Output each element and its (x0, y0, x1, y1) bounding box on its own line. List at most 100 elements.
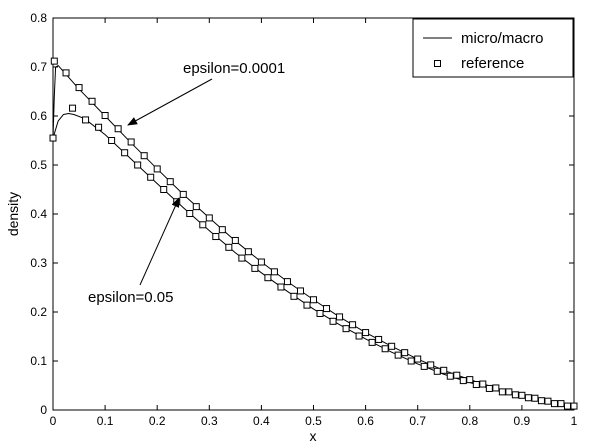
reference-point (407, 357, 415, 365)
x-tick-label: 0.3 (201, 414, 218, 428)
reference-point (310, 296, 317, 304)
reference-point (251, 264, 259, 272)
y-tick-label: 0.6 (30, 109, 47, 123)
reference-point (472, 381, 480, 389)
reference-point (277, 283, 285, 291)
reference-point (257, 258, 265, 266)
legend-label-micro-macro: micro/macro (461, 30, 544, 47)
reference-point (323, 305, 331, 313)
x-axis-label: x (310, 428, 317, 444)
reference-point (557, 400, 565, 408)
reference-point (225, 243, 233, 251)
reference-point (134, 161, 142, 169)
plot-frame (52, 17, 575, 411)
reference-point (446, 372, 454, 380)
reference-point (153, 165, 161, 173)
reference-point (212, 233, 220, 241)
reference-point (205, 214, 213, 222)
reference-point (550, 400, 558, 408)
reference-point (563, 402, 571, 410)
reference-point (199, 221, 207, 229)
reference-point (238, 254, 246, 262)
reference-point (127, 138, 135, 146)
reference-point (140, 152, 148, 160)
reference-point (427, 361, 435, 369)
reference-point (296, 287, 304, 295)
x-tick-label: 0.6 (357, 414, 374, 428)
tick-labels: 0 0.1 0.2 0.3 0.4 0.5 0.6 0.7 0.8 0.9 1 0 0.1 0.2 0.3 0… (30, 11, 577, 428)
legend-square-marker (434, 60, 441, 67)
reference-point (186, 210, 194, 218)
reference-point (492, 384, 500, 392)
reference-point (336, 313, 344, 321)
reference-point (420, 362, 428, 370)
y-tick-label: 0.4 (30, 207, 47, 221)
reference-point (270, 268, 278, 276)
reference-point (459, 377, 467, 385)
reference-point (505, 388, 513, 396)
reference-point (101, 112, 109, 120)
reference-point (166, 178, 174, 186)
annotation-epsilon-0.0001: epsilon=0.0001 (183, 60, 285, 77)
y-tick-label: 0.5 (30, 158, 47, 172)
reference-point (303, 301, 311, 309)
reference-point (479, 380, 487, 388)
annotation-arrow-epsilon-0.05 (139, 197, 180, 286)
reference-point (121, 149, 129, 157)
x-tick-label: 0.5 (305, 414, 322, 428)
x-tick-label: 0.9 (514, 414, 531, 428)
annotation-arrow-epsilon-0.0001 (127, 78, 213, 126)
reference-point (88, 97, 96, 105)
reference-point (244, 248, 252, 256)
series-markers (49, 57, 578, 410)
reference-point (537, 397, 545, 405)
reference-point (433, 367, 441, 375)
reference-point (531, 394, 539, 402)
reference-point (511, 391, 519, 399)
y-tick-label: 0.3 (30, 256, 47, 270)
y-tick-label: 0.7 (30, 60, 47, 74)
reference-point (179, 190, 187, 198)
x-tick-label: 1 (571, 414, 578, 428)
reference-point (498, 388, 506, 396)
reference-point (368, 338, 376, 346)
annotation-epsilon-0.05: epsilon=0.05 (88, 289, 174, 306)
reference-point (440, 366, 448, 374)
reference-point (95, 123, 103, 131)
y-tick-label: 0.8 (30, 11, 47, 25)
reference-point (518, 391, 526, 399)
x-tick-label: 0 (50, 414, 57, 428)
reference-point (316, 309, 324, 317)
legend-box (412, 18, 574, 78)
x-tick-label: 0.4 (253, 414, 270, 428)
legend: micro/macro reference (412, 18, 574, 78)
reference-point (290, 292, 298, 300)
reference-point (524, 394, 532, 402)
reference-point (147, 173, 155, 181)
y-tick-label: 0.2 (30, 305, 47, 319)
reference-point (218, 226, 226, 234)
x-tick-label: 0.1 (97, 414, 114, 428)
reference-point (264, 274, 272, 282)
reference-point (414, 355, 422, 363)
reference-point (82, 116, 90, 124)
x-tick-label: 0.7 (409, 414, 426, 428)
y-axis-label: density (5, 192, 21, 236)
reference-point (108, 137, 116, 144)
reference-point (466, 376, 474, 384)
reference-point (394, 351, 402, 359)
legend-label-reference: reference (461, 55, 524, 72)
reference-point (362, 329, 370, 337)
reference-point (375, 335, 383, 343)
y-tick-label: 0 (40, 403, 47, 417)
x-tick-label: 0.8 (461, 414, 478, 428)
reference-point (231, 236, 239, 244)
reference-point (62, 69, 70, 77)
reference-point (381, 345, 389, 353)
reference-point (49, 134, 57, 142)
reference-point (401, 349, 409, 357)
reference-point (388, 342, 396, 350)
reference-point (485, 384, 493, 392)
reference-point (160, 186, 168, 193)
